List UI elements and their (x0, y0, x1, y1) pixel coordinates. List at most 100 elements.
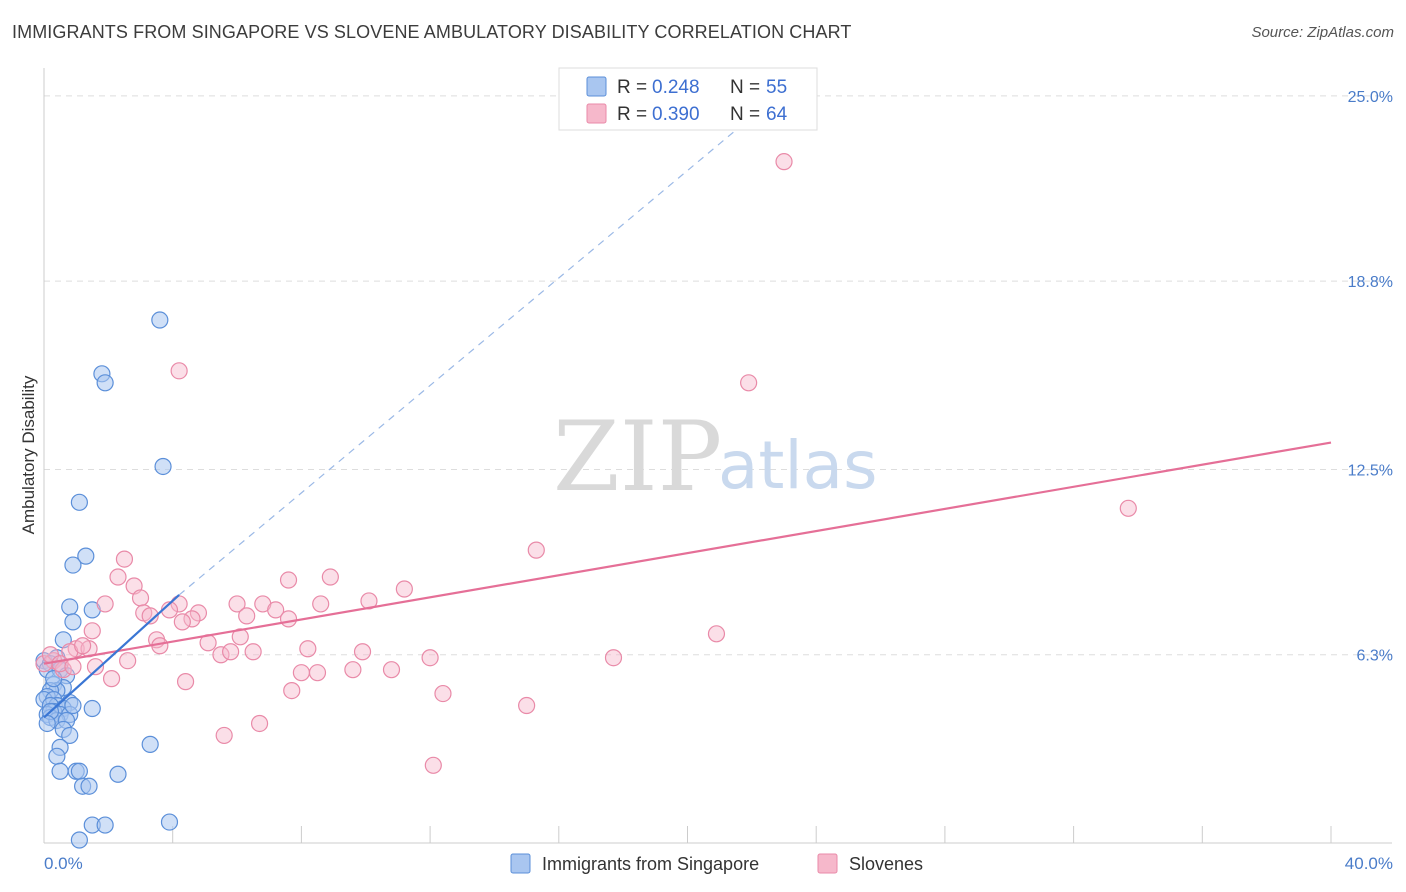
data-point-slovenes (238, 607, 256, 625)
stats-legend: R = 0.248 N = 55 R = 0.390 N = 64 (558, 67, 818, 131)
legend-n-value-slovenes: 64 (766, 104, 788, 125)
data-point-singapore (96, 374, 114, 392)
data-point-slovenes (83, 622, 101, 640)
data-point-slovenes (299, 640, 317, 658)
legend-n-label: N = (730, 77, 760, 98)
data-point-singapore (141, 735, 159, 753)
y-tick-labels: 6.3% 12.5% 18.8% 25.0% (1348, 89, 1393, 665)
data-point-slovenes (321, 568, 339, 586)
x-tick-label: 40.0% (1345, 854, 1393, 873)
data-point-singapore (160, 813, 179, 831)
data-point-slovenes (115, 550, 134, 568)
data-point-slovenes (1119, 499, 1137, 517)
data-point-singapore (151, 311, 169, 329)
data-point-singapore (70, 762, 88, 780)
data-point-slovenes (424, 756, 442, 774)
data-point-slovenes (353, 643, 372, 661)
watermark-atlas: atlas (718, 427, 878, 504)
data-point-slovenes (102, 670, 121, 688)
data-point-slovenes (173, 613, 191, 631)
data-point-slovenes (74, 637, 92, 655)
data-point-slovenes (308, 664, 327, 682)
data-point-slovenes (312, 595, 330, 613)
data-point-slovenes (96, 595, 114, 613)
data-point-slovenes (170, 362, 188, 380)
data-point-slovenes (189, 604, 208, 622)
data-point-singapore (64, 696, 82, 715)
data-point-slovenes (176, 673, 195, 691)
data-point-singapore (70, 831, 88, 849)
data-point-singapore (61, 598, 79, 616)
data-point-slovenes (244, 643, 262, 661)
data-point-slovenes (109, 568, 127, 586)
x-tick-labels: 0.0% 40.0% (44, 854, 1393, 873)
y-tick-label: 18.8% (1348, 274, 1393, 291)
data-point-slovenes (283, 681, 301, 700)
data-point-slovenes (421, 649, 439, 667)
data-point-singapore (64, 613, 82, 631)
data-point-slovenes (64, 658, 82, 676)
data-point-singapore (96, 816, 114, 834)
data-point-slovenes (344, 661, 362, 679)
bottom-legend-swatch-slovenes (817, 853, 838, 874)
grid (44, 95, 1392, 656)
data-point-slovenes (141, 607, 159, 625)
data-point-singapore (77, 547, 95, 565)
series-slovenes-points (35, 153, 1137, 774)
data-point-singapore (109, 765, 127, 783)
data-point-slovenes (231, 628, 249, 646)
data-point-slovenes (215, 726, 233, 745)
bottom-legend-label-slovenes: Slovenes (849, 854, 923, 874)
data-point-singapore (80, 777, 98, 795)
data-point-slovenes (382, 661, 401, 679)
data-point-slovenes (434, 684, 452, 703)
legend-n-label: N = (730, 104, 760, 125)
data-point-slovenes (131, 589, 150, 607)
data-point-slovenes (292, 664, 310, 682)
data-point-slovenes (527, 541, 545, 559)
data-point-slovenes (707, 625, 726, 643)
series-legend: Immigrants from Singapore Slovenes (510, 853, 923, 874)
data-point-slovenes (279, 610, 298, 628)
data-point-slovenes (604, 649, 623, 667)
chart-title: IMMIGRANTS FROM SINGAPORE VS SLOVENE AMB… (12, 22, 852, 42)
data-point-singapore (83, 699, 101, 718)
data-point-slovenes (267, 601, 285, 619)
y-tick-label: 6.3% (1357, 648, 1393, 665)
trend-lines (43, 89, 1332, 719)
legend-r-label: R = (617, 104, 647, 125)
data-point-singapore (61, 726, 79, 745)
data-point-slovenes (518, 696, 536, 715)
data-point-slovenes (279, 571, 298, 589)
legend-r-value-singapore: 0.248 (652, 77, 700, 98)
data-point-slovenes (740, 374, 758, 392)
data-point-slovenes (775, 153, 793, 171)
trend-line-slovenes (43, 441, 1332, 665)
series-singapore-points (35, 311, 179, 849)
data-point-singapore (64, 556, 82, 574)
data-point-slovenes (222, 643, 240, 661)
legend-r-label: R = (617, 77, 647, 98)
bottom-legend-swatch-singapore (510, 853, 531, 874)
legend-swatch-slovenes (586, 103, 607, 124)
data-point-singapore (38, 714, 56, 733)
data-point-slovenes (250, 714, 269, 733)
y-axis-title: Ambulatory Disability (19, 375, 38, 534)
y-tick-label: 12.5% (1348, 462, 1393, 479)
source-credit: Source: ZipAtlas.com (1251, 24, 1394, 41)
legend-swatch-singapore (586, 76, 607, 97)
data-point-slovenes (183, 610, 201, 628)
data-point-slovenes (228, 595, 246, 613)
data-point-singapore (70, 493, 88, 511)
data-point-singapore (51, 762, 69, 780)
data-point-singapore (154, 457, 172, 476)
y-tick-label: 25.0% (1348, 89, 1393, 106)
bottom-legend-label-singapore: Immigrants from Singapore (542, 854, 759, 874)
data-point-slovenes (395, 580, 413, 598)
data-point-slovenes (86, 658, 105, 676)
legend-r-value-slovenes: 0.390 (652, 104, 700, 125)
data-point-slovenes (212, 646, 230, 664)
data-point-slovenes (119, 652, 137, 670)
x-tick-label: 0.0% (44, 854, 83, 873)
